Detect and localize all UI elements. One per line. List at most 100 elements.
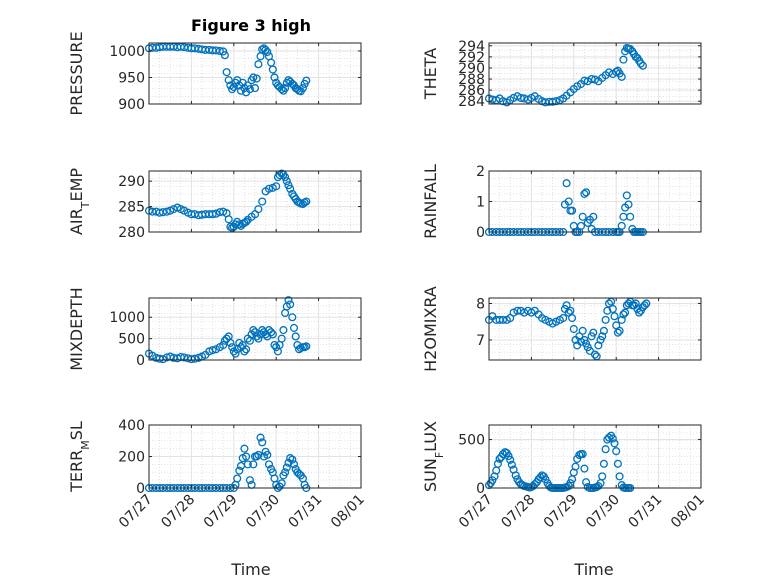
y-label-main: AIR [67, 208, 86, 235]
data-point [279, 326, 288, 335]
y-axis-label: PRESSURE [67, 31, 86, 115]
data-point [507, 460, 516, 469]
data-point [619, 55, 628, 64]
data-point [608, 304, 617, 313]
y-axis-label: RAINFALL [421, 164, 440, 239]
data-point [511, 471, 520, 480]
data-point [622, 191, 631, 200]
data-point [504, 451, 513, 461]
x-tick-label: 07/29 [541, 492, 581, 532]
y-label-tail: LUX [421, 421, 440, 452]
data-point [551, 317, 561, 326]
y-tick-label: 950 [118, 70, 145, 86]
data-point [233, 474, 242, 483]
y-tick-label: 1 [476, 195, 485, 211]
data-point [498, 315, 508, 324]
y-label-tail: SL [67, 421, 86, 440]
data-point [282, 463, 291, 472]
data-point [569, 324, 578, 334]
y-tick-label: 286 [458, 83, 485, 99]
data-point [242, 217, 251, 226]
data-point [242, 345, 251, 354]
y-tick-label: 0 [476, 481, 485, 497]
data-point [258, 438, 267, 447]
data-point [598, 332, 607, 341]
y-tick-label: 290 [458, 61, 485, 77]
data-point [604, 299, 614, 308]
y-label-tail: EMP [67, 168, 86, 202]
y-label-subscript: F [433, 452, 446, 458]
data-point [226, 338, 235, 347]
x-tick-label: 07/29 [201, 492, 241, 532]
data-point [566, 306, 575, 315]
data-point [256, 433, 265, 442]
chart-title: Figure 3 high [191, 16, 311, 35]
data-point [277, 479, 286, 488]
data-point [286, 300, 295, 309]
data-point [258, 197, 267, 206]
data-point [180, 353, 189, 362]
y-label-main: TERR [67, 450, 86, 493]
data-point [249, 73, 258, 82]
panel-mixdepth: 0 500 1000 MIXDEPTH [67, 287, 362, 371]
y-tick-label: 7 [476, 333, 485, 349]
data-point [516, 93, 525, 102]
data-point [158, 355, 168, 364]
data-point [603, 306, 612, 315]
data-point [566, 479, 575, 488]
data-point [281, 468, 290, 477]
data-point [624, 200, 633, 209]
data-point [261, 45, 270, 54]
data-point [617, 72, 626, 81]
data-point [604, 433, 614, 442]
y-tick-label: 200 [118, 450, 145, 466]
data-point [619, 310, 628, 319]
data-point [254, 205, 263, 214]
data-point [536, 473, 545, 482]
data-point [559, 314, 568, 323]
data-point [270, 340, 279, 350]
y-tick-label: 0 [476, 225, 485, 241]
data-point [254, 334, 263, 343]
data-point [242, 452, 251, 461]
x-tick-label: 08/01 [668, 492, 708, 532]
panel-terr_msl: 07/27 07/28 07/29 07/30 07/31 08/01 0 200 400 TER… [67, 418, 368, 531]
x-tick-label: 07/27 [116, 492, 156, 532]
data-point [288, 455, 297, 464]
data-point [240, 347, 249, 356]
y-tick-label: 400 [118, 418, 145, 434]
data-point [249, 460, 258, 469]
data-point [601, 445, 610, 454]
data-point [208, 210, 217, 219]
data-point [254, 450, 263, 459]
data-point [288, 313, 297, 322]
y-tick-label: 290 [118, 174, 145, 190]
data-point [267, 328, 276, 337]
data-point [289, 460, 299, 469]
data-point [640, 301, 649, 310]
data-point [493, 459, 502, 468]
data-point [291, 332, 300, 341]
y-label-subscript: M [79, 440, 92, 450]
data-point [610, 312, 619, 321]
y-axis-label: SUNFLUX [421, 421, 446, 492]
data-point [245, 476, 254, 485]
y-axis-label: TERRMSL [67, 421, 92, 493]
y-tick-label: 500 [458, 433, 485, 449]
y-axis-label: MIXDEPTH [67, 287, 86, 370]
data-point [243, 460, 252, 469]
data-point [235, 466, 244, 475]
data-point [220, 51, 229, 60]
data-point [286, 454, 295, 463]
data-point [268, 65, 277, 74]
data-point [219, 340, 228, 350]
data-point [598, 472, 607, 481]
y-tick-label: 294 [458, 39, 485, 55]
data-point [589, 212, 598, 221]
data-point [562, 301, 571, 310]
y-tick-label: 288 [458, 72, 485, 88]
y-tick-label: 8 [476, 296, 485, 312]
data-point [578, 212, 587, 221]
data-point [617, 221, 626, 230]
